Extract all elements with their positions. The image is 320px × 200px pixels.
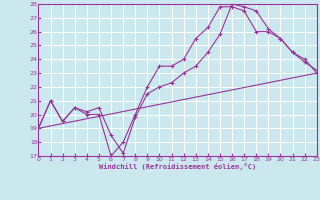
X-axis label: Windchill (Refroidissement éolien,°C): Windchill (Refroidissement éolien,°C) (99, 163, 256, 170)
